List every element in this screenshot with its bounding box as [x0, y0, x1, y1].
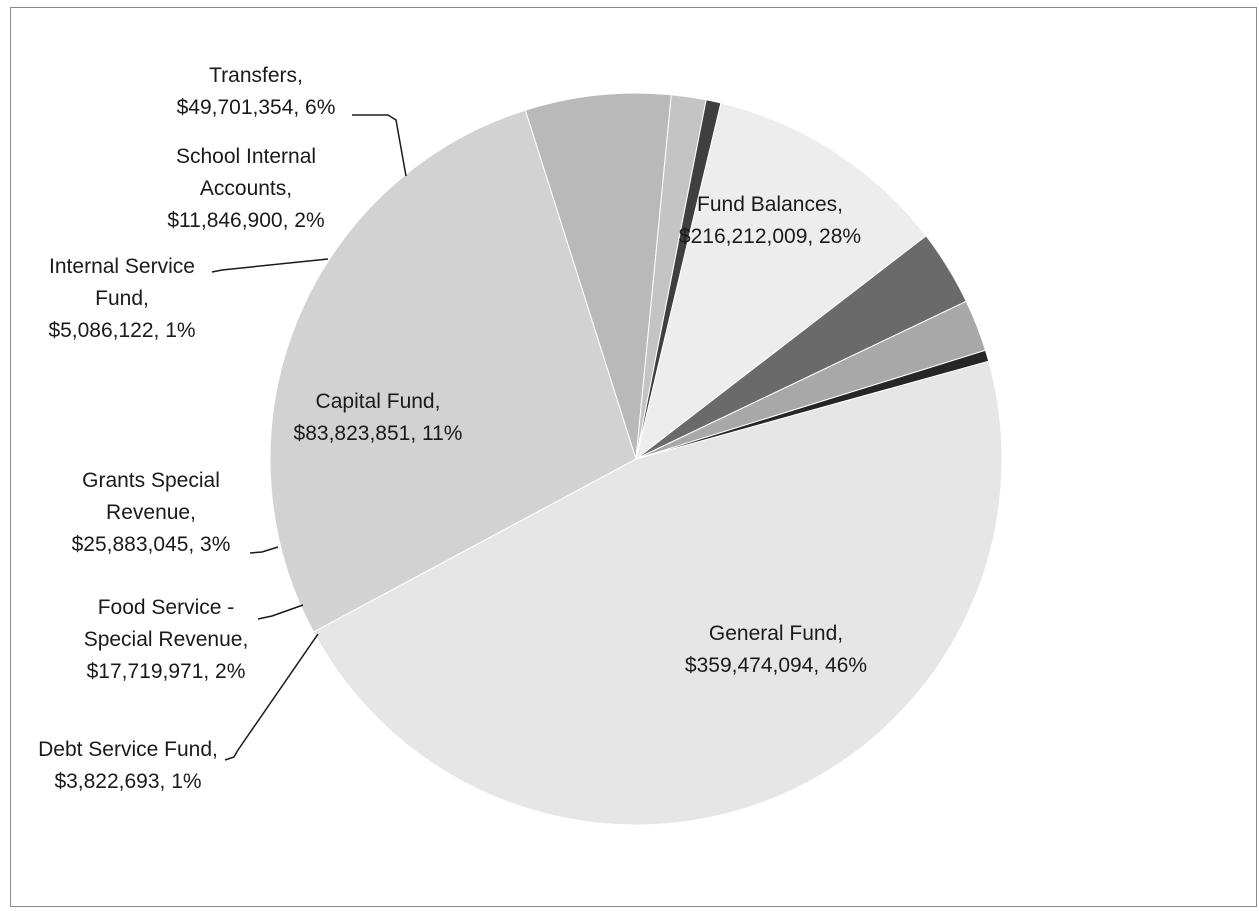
- leader-line-debt-service-fund: [224, 633, 319, 761]
- pie-slice-fund-balances: [269, 109, 637, 633]
- leader-lines: [211, 114, 407, 761]
- slice-label-grants-special-revenue: Grants Special Revenue, $25,883,045, 3%: [72, 469, 231, 556]
- slice-label-line: $359,474,094, 46%: [685, 654, 867, 677]
- slice-label-school-internal-accounts: School Internal Accounts, $11,846,900, 2%: [167, 145, 324, 232]
- slice-label-line: Accounts,: [200, 177, 292, 200]
- slice-label-line: Food Service -: [98, 596, 235, 619]
- pie-slice-general-fund: [312, 360, 1003, 826]
- slice-label-line: $5,086,122, 1%: [48, 319, 195, 342]
- slice-label-line: $17,719,971, 2%: [87, 660, 246, 683]
- slice-label-line: $83,823,851, 11%: [294, 422, 463, 445]
- slice-label-line: Revenue,: [106, 501, 196, 524]
- slice-label-line: $216,212,009, 28%: [679, 225, 861, 248]
- slice-label-line: General Fund,: [709, 622, 843, 645]
- slice-labels: General Fund, $359,474,094, 46% Fund Balan…: [38, 64, 867, 793]
- leader-line-food-service-special-revenue: [257, 604, 304, 620]
- slice-label-line: Debt Service Fund,: [38, 738, 218, 761]
- slice-label-debt-service-fund: Debt Service Fund, $3,822,693, 1%: [38, 738, 218, 793]
- slice-label-line: Special Revenue,: [84, 628, 249, 651]
- slice-label-line: $25,883,045, 3%: [72, 533, 231, 556]
- slice-label-line: Grants Special: [82, 469, 220, 492]
- slice-label-transfers: Transfers, $49,701,354, 6%: [177, 64, 336, 119]
- slice-label-line: Capital Fund,: [316, 390, 441, 413]
- slice-label-internal-service-fund: Internal Service Fund, $5,086,122, 1%: [48, 255, 195, 342]
- leader-line-transfers: [352, 114, 407, 177]
- slice-label-line: Fund,: [95, 287, 149, 310]
- pie-slices: [269, 92, 1003, 826]
- pie-slice-capital-fund: [635, 102, 927, 461]
- slice-label-general-fund: General Fund, $359,474,094, 46%: [685, 622, 867, 677]
- slice-label-line: $49,701,354, 6%: [177, 96, 336, 119]
- slice-label-line: Internal Service: [49, 255, 195, 278]
- slice-label-fund-balances: Fund Balances, $216,212,009, 28%: [679, 193, 861, 248]
- pie-slice-debt-service-fund: [635, 349, 990, 460]
- slice-label-capital-fund: Capital Fund, $83,823,851, 11%: [294, 390, 463, 445]
- slice-label-line: $3,822,693, 1%: [54, 770, 201, 793]
- leader-line-grants-special-revenue: [249, 546, 279, 554]
- slice-label-food-service-special-revenue: Food Service - Special Revenue, $17,719,97…: [84, 596, 249, 683]
- slice-label-line: Fund Balances,: [697, 193, 843, 216]
- pie-slice-transfers: [524, 92, 672, 460]
- slice-label-line: $11,846,900, 2%: [167, 209, 324, 232]
- slice-label-line: Transfers,: [209, 64, 303, 87]
- leader-line-internal-service-fund: [211, 258, 329, 273]
- slice-label-line: School Internal: [176, 145, 316, 168]
